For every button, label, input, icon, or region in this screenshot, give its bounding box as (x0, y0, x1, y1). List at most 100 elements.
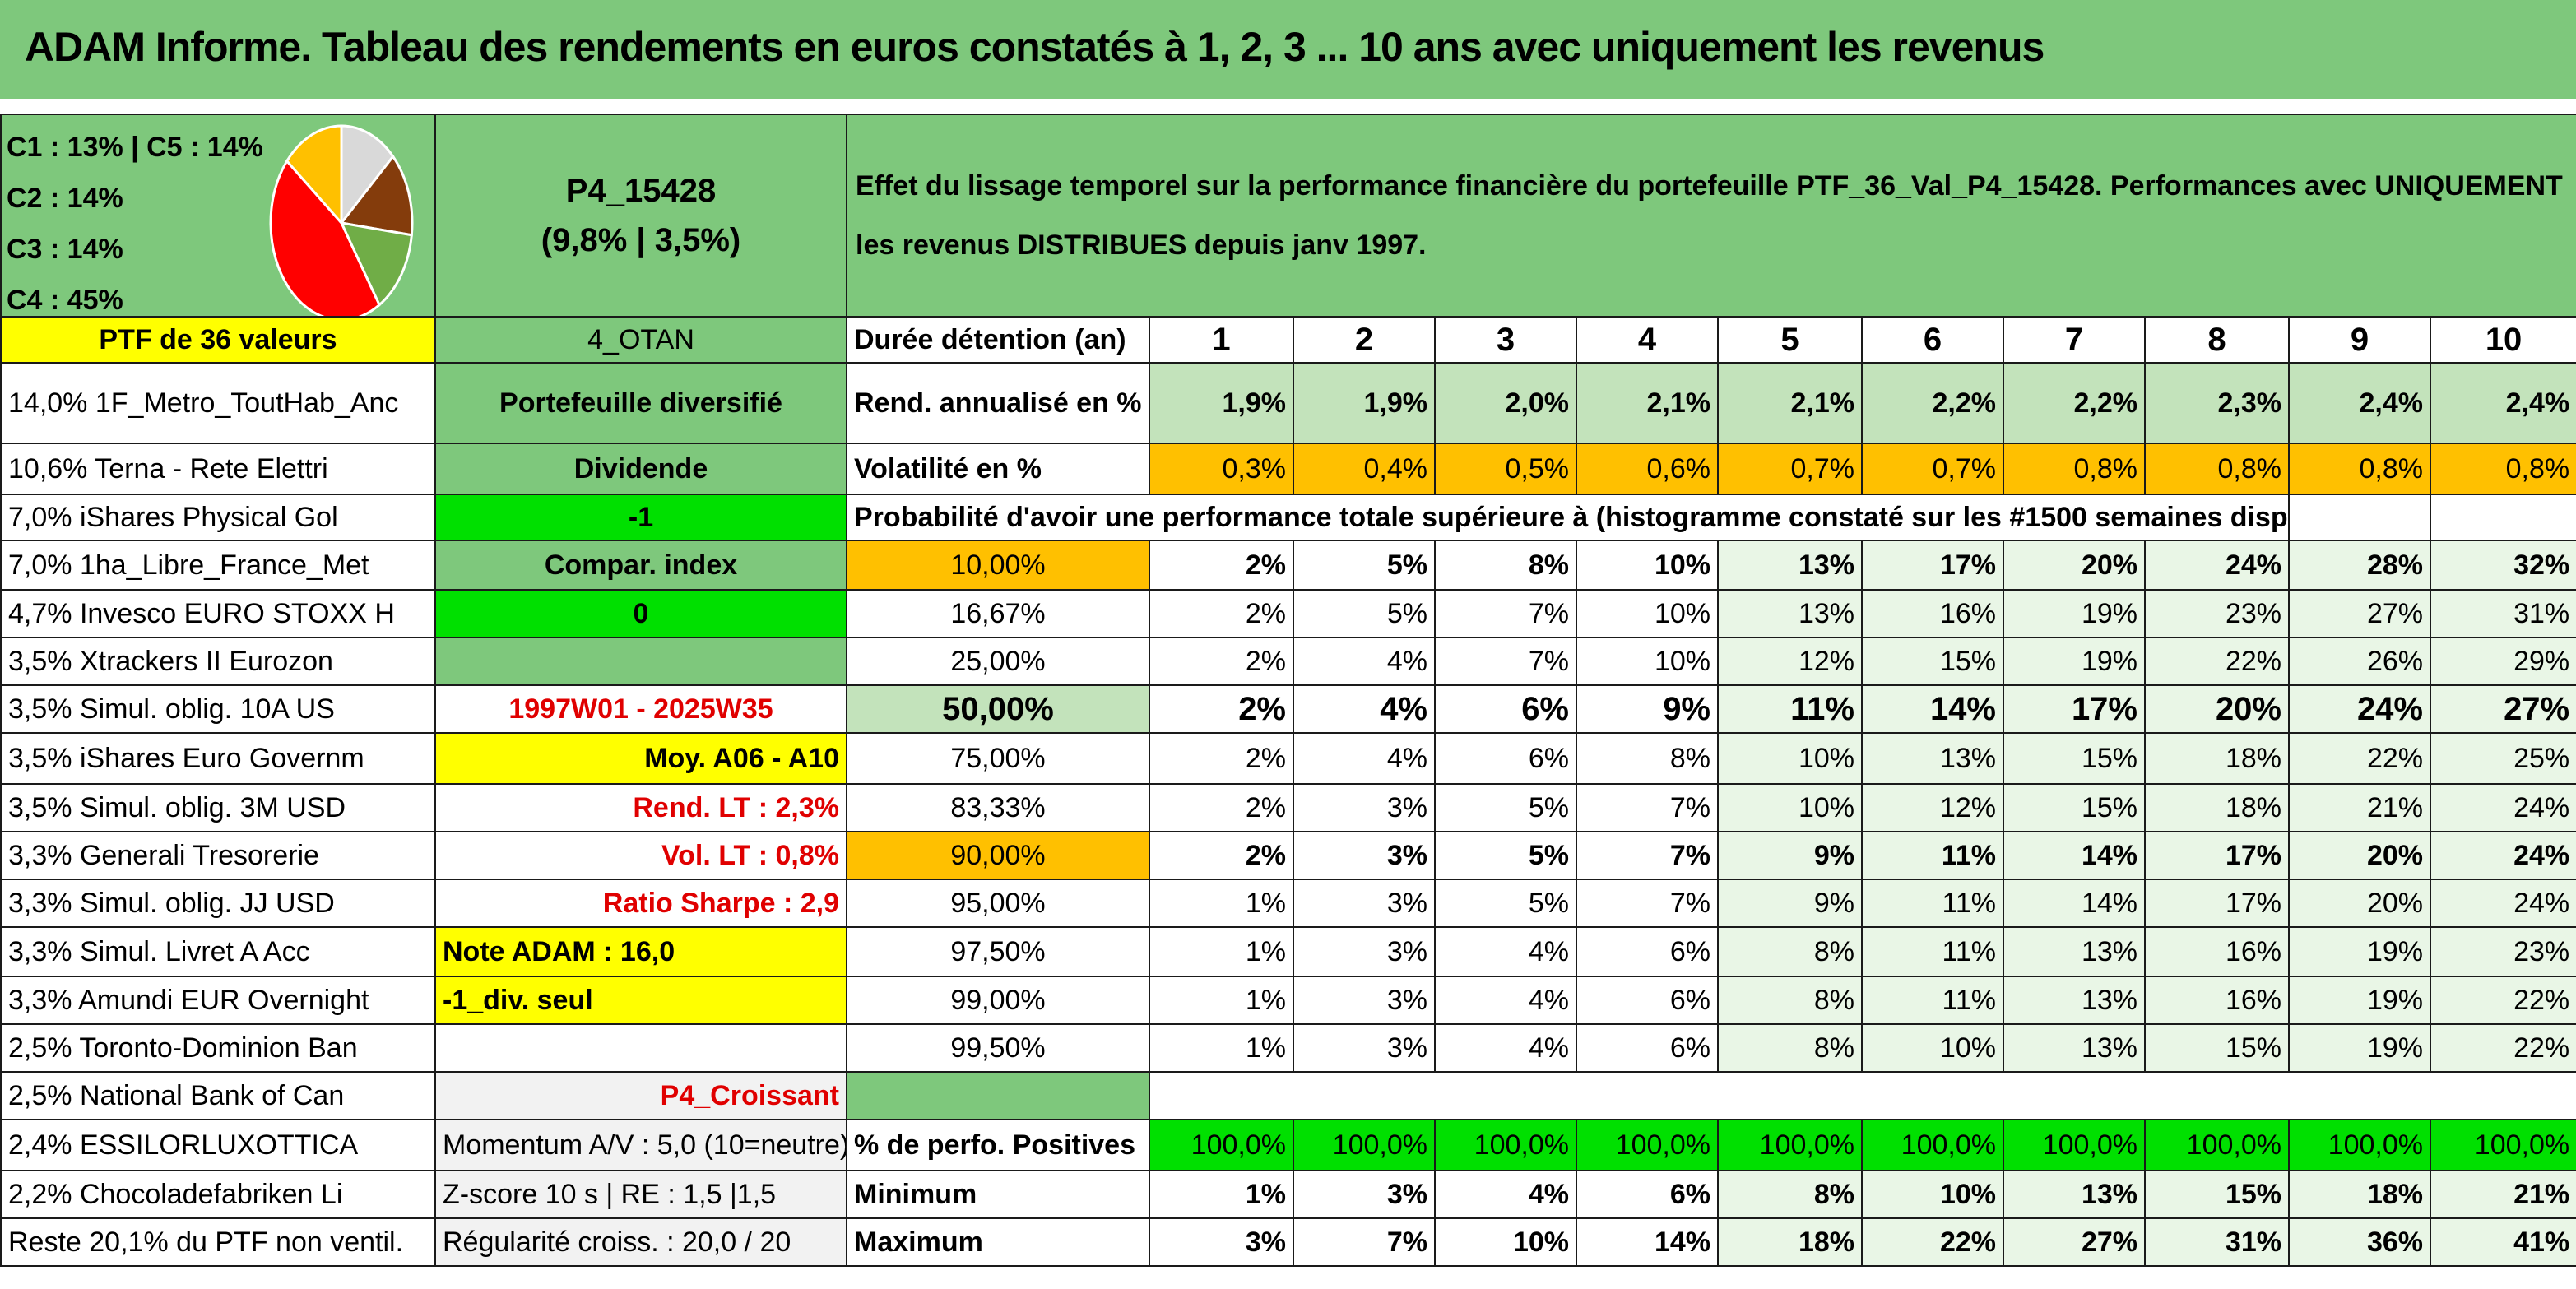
probability-value: 5% (1293, 540, 1436, 591)
probability-value: 1% (1149, 976, 1294, 1025)
probability-value: 13% (2003, 976, 2146, 1025)
probability-value: 10% (1576, 540, 1719, 591)
probability-value: 7% (1434, 589, 1577, 638)
portfolio-type: Portefeuille diversifié (434, 362, 847, 444)
probability-value: 2% (1149, 831, 1294, 880)
positive-performance-label: % de perfo. Positives (846, 1119, 1150, 1171)
zscore-label: Z-score 10 s | RE : 1,5 |1,5 (434, 1170, 847, 1219)
probability-threshold: 83,33% (846, 783, 1150, 832)
probability-threshold: 16,67% (846, 589, 1150, 638)
probability-value: 6% (1576, 976, 1719, 1025)
table-row: 14,0% 1F_Metro_ToutHab_Anc Portefeuille d… (0, 362, 2576, 444)
table-cell (2429, 494, 2576, 541)
spacer (0, 99, 2576, 114)
holding-item: 3,5% Simul. oblig. 10A US (0, 684, 436, 734)
probability-value: 10% (1861, 1023, 2004, 1073)
maximum-value: 41% (2429, 1217, 2576, 1267)
table-row: 3,5% iShares Euro Governm Moy. A06 - A10 7… (0, 732, 2576, 785)
probability-value: 27% (2429, 684, 2576, 734)
probability-value: 10% (1717, 783, 1863, 832)
minimum-value: 6% (1576, 1170, 1719, 1219)
regularity-label: Régularité croiss. : 20,0 / 20 (434, 1217, 847, 1267)
probability-value: 2% (1149, 589, 1294, 638)
probability-value: 11% (1861, 976, 2004, 1025)
probability-value: 13% (1717, 589, 1863, 638)
probability-value: 17% (2144, 879, 2290, 928)
pie-legend-item: C2 : 14% (7, 183, 123, 214)
portfolio-description: Effet du lissage temporel sur la perform… (845, 114, 2576, 318)
holding-item: 7,0% 1ha_Libre_France_Met (0, 540, 436, 591)
probability-value: 20% (2003, 540, 2146, 591)
positive-performance-value: 100,0% (2288, 1119, 2431, 1171)
volatility-value: 0,6% (1576, 443, 1719, 495)
volatility-value: 0,8% (2144, 443, 2290, 495)
probability-value: 4% (1293, 732, 1436, 785)
probability-value: 7% (1576, 879, 1719, 928)
annualized-return-value: 2,4% (2288, 362, 2431, 444)
probability-value: 8% (1717, 976, 1863, 1025)
probability-value: 18% (2144, 783, 2290, 832)
probability-value: 14% (1861, 684, 2004, 734)
probability-value: 3% (1293, 926, 1436, 977)
probability-value: 19% (2288, 1023, 2431, 1073)
volatility-value: 0,7% (1717, 443, 1863, 495)
table-row: 10,6% Terna - Rete Elettri Dividende Volat… (0, 443, 2576, 495)
pie-slice-c2 (339, 154, 414, 237)
pie-slice-c3 (339, 221, 413, 308)
probability-value: 6% (1576, 926, 1719, 977)
probability-threshold: 25,00% (846, 637, 1150, 686)
holding-duration-label: Durée détention (an) (846, 316, 1150, 364)
probability-value: 2% (1149, 732, 1294, 785)
probability-value: 19% (2288, 976, 2431, 1025)
table-cell (2288, 494, 2431, 541)
long-term-return: Rend. LT : 2,3% (434, 783, 847, 832)
holding-item: 3,5% Simul. oblig. 3M USD (0, 783, 436, 832)
year-header: 1 (1149, 316, 1294, 364)
probability-value: 22% (2429, 976, 2576, 1025)
holding-item: 3,5% iShares Euro Governm (0, 732, 436, 785)
probability-value: 28% (2288, 540, 2431, 591)
probability-value: 3% (1293, 976, 1436, 1025)
table-body: C1 : 13% | C5 : 14% C2 : 14% C3 : 14% C4 : … (0, 114, 2576, 1267)
probability-value: 7% (1576, 783, 1719, 832)
maximum-value: 10% (1434, 1217, 1577, 1267)
probability-value: 32% (2429, 540, 2576, 591)
volatility-value: 0,7% (1861, 443, 2004, 495)
probability-value: 13% (1861, 732, 2004, 785)
table-row: 2,5% Toronto-Dominion Ban 99,50% 1% 3% 4% 6% 8… (0, 1023, 2576, 1073)
probability-value: 24% (2429, 783, 2576, 832)
holding-item: 2,4% ESSILORLUXOTTICA (0, 1119, 436, 1171)
maximum-value: 36% (2288, 1217, 2431, 1267)
probability-value: 22% (2144, 637, 2290, 686)
holding-item: 3,3% Amundi EUR Overnight (0, 976, 436, 1025)
minimum-value: 10% (1861, 1170, 2004, 1219)
probability-value: 9% (1717, 831, 1863, 880)
probability-value: 5% (1293, 589, 1436, 638)
year-header: 5 (1717, 316, 1863, 364)
probability-value: 24% (2288, 684, 2431, 734)
probability-value: 16% (1861, 589, 2004, 638)
minimum-value: 3% (1293, 1170, 1436, 1219)
dividend-only-label: -1_div. seul (434, 976, 847, 1025)
pie-legend: C1 : 13% | C5 : 14% C2 : 14% C3 : 14% C4 : … (7, 122, 263, 315)
probability-value: 4% (1293, 637, 1436, 686)
pie-slice-c1 (340, 124, 395, 227)
probability-value: 13% (2003, 1023, 2146, 1073)
probability-value: 18% (2144, 732, 2290, 785)
positive-performance-value: 100,0% (2429, 1119, 2576, 1171)
probability-value: 6% (1576, 1023, 1719, 1073)
minimum-value: 8% (1717, 1170, 1863, 1219)
probability-value: 11% (1861, 926, 2004, 977)
minimum-value: 21% (2429, 1170, 2576, 1219)
annualized-return-value: 2,0% (1434, 362, 1577, 444)
probability-value: 2% (1149, 783, 1294, 832)
probability-threshold: 97,50% (846, 926, 1150, 977)
probability-value: 10% (1576, 589, 1719, 638)
table-row: 2,5% National Bank of Can P4_Croissant (0, 1071, 2576, 1120)
volatility-value: 0,8% (2288, 443, 2431, 495)
pie-legend-item: C3 : 14% (7, 234, 123, 265)
volatility-value: 0,3% (1149, 443, 1294, 495)
table-row: 2,2% Chocoladefabriken Li Z-score 10 s | … (0, 1170, 2576, 1219)
pie-slice-c5 (285, 124, 343, 226)
maximum-value: 18% (1717, 1217, 1863, 1267)
